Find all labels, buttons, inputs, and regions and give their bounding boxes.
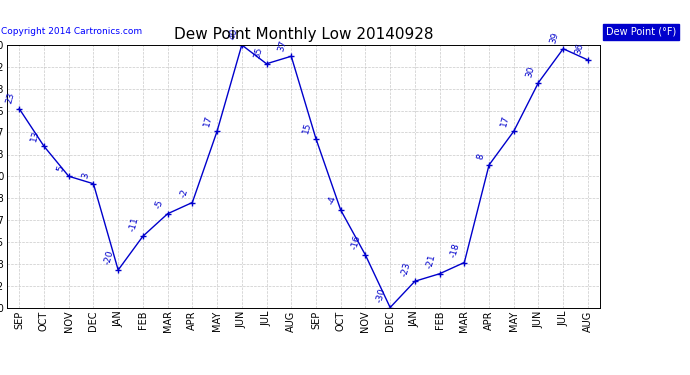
Text: 40: 40 [228, 27, 239, 41]
Text: Copyright 2014 Cartronics.com: Copyright 2014 Cartronics.com [1, 27, 142, 36]
Text: 23: 23 [5, 91, 17, 105]
Text: -20: -20 [103, 249, 115, 266]
Text: -16: -16 [350, 234, 363, 251]
Text: 35: 35 [252, 46, 264, 60]
Text: -5: -5 [154, 198, 165, 210]
Text: 17: 17 [500, 114, 511, 127]
Text: -4: -4 [327, 195, 338, 206]
Text: 39: 39 [549, 31, 560, 45]
Text: Dew Point (°F): Dew Point (°F) [607, 27, 676, 37]
Text: 5: 5 [56, 164, 66, 172]
Text: -2: -2 [179, 188, 190, 198]
Text: 15: 15 [302, 121, 313, 135]
Text: 13: 13 [30, 129, 41, 142]
Text: 37: 37 [277, 39, 288, 52]
Text: 36: 36 [573, 42, 585, 56]
Text: 17: 17 [203, 114, 215, 127]
Text: -30: -30 [375, 287, 387, 303]
Text: 3: 3 [81, 172, 90, 180]
Text: 8: 8 [476, 153, 486, 161]
Text: -11: -11 [128, 216, 140, 232]
Text: -23: -23 [400, 261, 412, 277]
Title: Dew Point Monthly Low 20140928: Dew Point Monthly Low 20140928 [174, 27, 433, 42]
Text: -21: -21 [424, 253, 437, 270]
Text: -18: -18 [449, 242, 462, 258]
Text: 30: 30 [524, 65, 535, 78]
